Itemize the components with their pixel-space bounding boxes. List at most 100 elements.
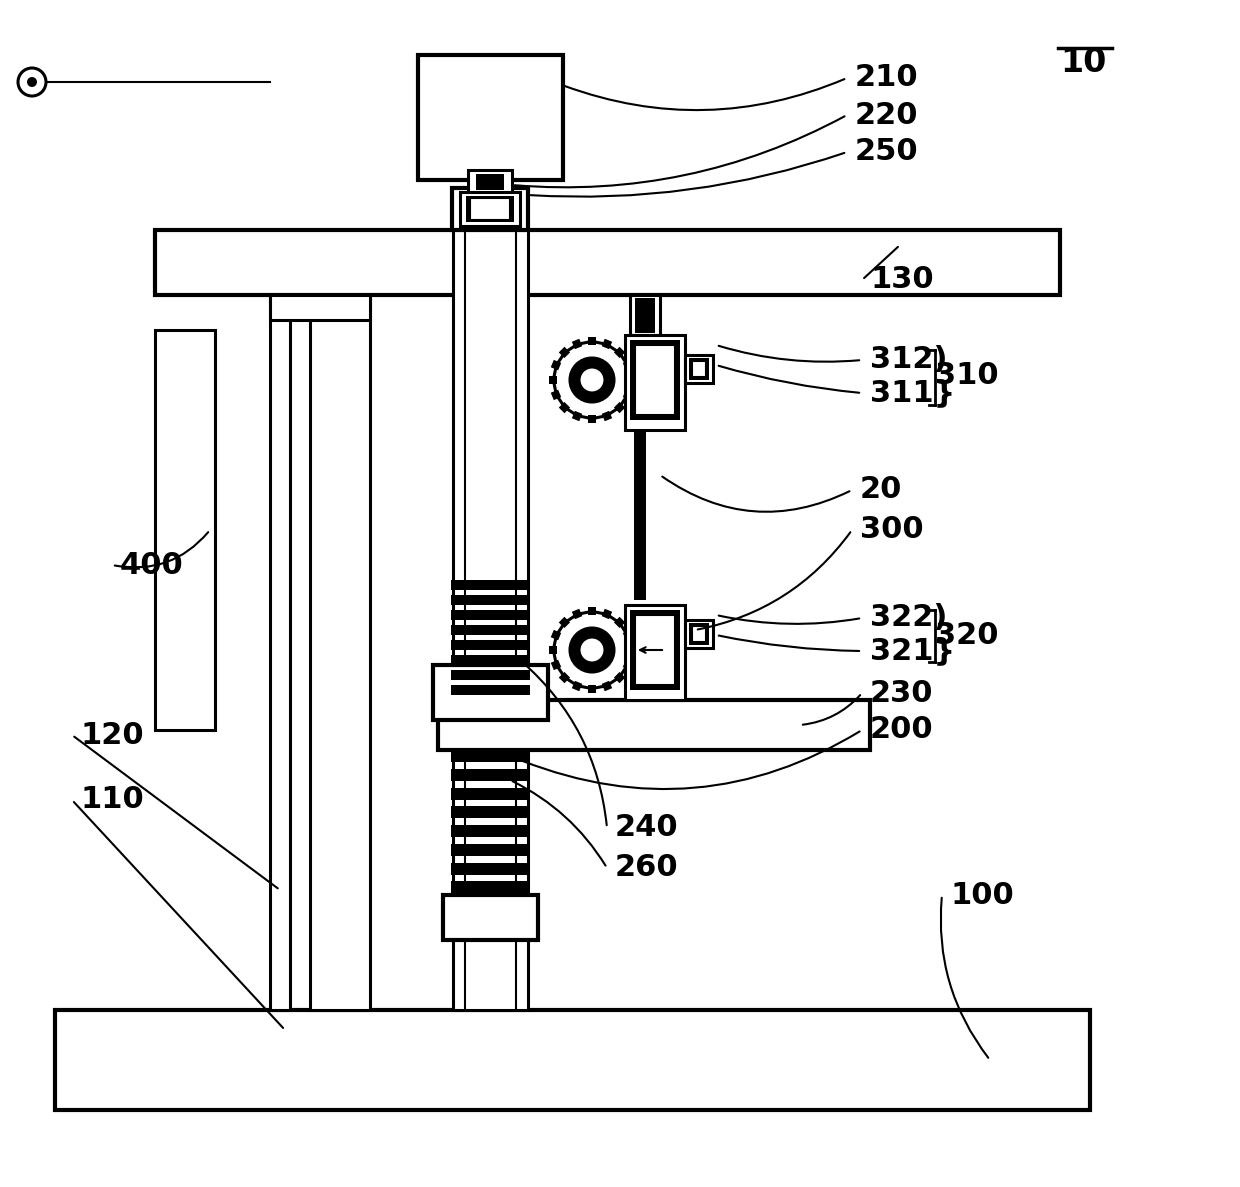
Circle shape xyxy=(19,68,46,96)
Circle shape xyxy=(579,637,605,664)
Text: 200: 200 xyxy=(870,716,934,744)
Bar xyxy=(630,296,660,335)
Bar xyxy=(453,188,528,230)
Bar xyxy=(692,361,706,377)
Bar xyxy=(470,198,510,220)
Bar xyxy=(270,296,370,320)
Bar xyxy=(635,615,675,685)
Circle shape xyxy=(570,628,614,672)
Bar xyxy=(588,337,596,345)
Bar xyxy=(451,750,529,762)
Text: 400: 400 xyxy=(120,551,184,579)
Circle shape xyxy=(570,358,614,402)
Circle shape xyxy=(27,77,37,87)
Bar xyxy=(451,844,529,856)
Text: 230: 230 xyxy=(870,679,934,707)
Bar xyxy=(451,825,529,837)
Text: 260: 260 xyxy=(615,853,678,882)
Text: 322): 322) xyxy=(870,603,947,633)
Bar xyxy=(627,376,635,385)
Bar xyxy=(451,769,529,781)
Text: 220: 220 xyxy=(856,101,919,129)
Bar xyxy=(466,196,515,222)
Bar xyxy=(451,655,529,665)
Bar xyxy=(551,660,562,671)
Circle shape xyxy=(579,367,605,393)
Bar xyxy=(630,339,680,420)
Bar xyxy=(451,580,529,590)
Bar xyxy=(634,430,646,599)
Bar xyxy=(451,610,529,620)
Bar xyxy=(601,609,613,620)
Bar xyxy=(614,617,625,628)
Text: 10: 10 xyxy=(1060,45,1106,78)
Bar xyxy=(451,806,529,819)
Bar xyxy=(692,626,706,642)
Bar xyxy=(551,360,562,370)
Bar xyxy=(622,630,634,640)
Text: 312): 312) xyxy=(870,345,947,375)
Bar xyxy=(635,345,675,415)
Bar xyxy=(451,640,529,649)
Bar xyxy=(451,863,529,875)
Bar xyxy=(588,415,596,423)
Text: 321}: 321} xyxy=(870,636,955,666)
Bar xyxy=(433,665,548,721)
Bar xyxy=(689,358,709,380)
Bar xyxy=(572,338,583,349)
Text: 300: 300 xyxy=(861,515,924,545)
Bar xyxy=(622,360,634,370)
Bar xyxy=(684,620,713,648)
Bar xyxy=(614,402,625,413)
Text: 210: 210 xyxy=(856,63,919,93)
Bar xyxy=(549,376,557,385)
Text: 250: 250 xyxy=(856,138,919,166)
Bar xyxy=(559,617,570,628)
Bar xyxy=(451,787,529,800)
Text: 310: 310 xyxy=(935,362,998,391)
Bar xyxy=(622,660,634,671)
Circle shape xyxy=(554,342,630,418)
Bar xyxy=(588,685,596,693)
Text: 240: 240 xyxy=(615,813,678,843)
Bar xyxy=(625,335,684,430)
Bar xyxy=(451,595,529,604)
Bar xyxy=(559,347,570,358)
Bar xyxy=(472,172,508,192)
Bar xyxy=(438,700,870,750)
Bar xyxy=(451,626,529,635)
Bar xyxy=(443,895,538,940)
Bar xyxy=(155,230,1060,296)
Bar xyxy=(601,681,613,691)
Bar xyxy=(55,1010,1090,1110)
Bar xyxy=(476,174,503,190)
Bar xyxy=(614,347,625,358)
Bar xyxy=(635,298,655,334)
Text: 320: 320 xyxy=(935,621,998,649)
Text: 20: 20 xyxy=(861,476,903,504)
Text: 110: 110 xyxy=(81,786,144,814)
Text: 311}: 311} xyxy=(870,379,955,407)
Bar xyxy=(614,672,625,684)
Bar xyxy=(630,610,680,690)
Bar xyxy=(418,55,563,180)
Bar xyxy=(551,389,562,400)
Text: 100: 100 xyxy=(950,881,1014,909)
Bar xyxy=(467,170,512,193)
Bar xyxy=(451,881,529,894)
Bar xyxy=(627,646,635,654)
Bar xyxy=(559,672,570,684)
Bar xyxy=(549,646,557,654)
Bar xyxy=(453,230,528,1010)
Bar xyxy=(601,411,613,421)
Bar xyxy=(451,669,529,680)
Bar xyxy=(270,296,290,1010)
Text: 120: 120 xyxy=(81,721,144,749)
Bar xyxy=(625,605,684,700)
Bar xyxy=(689,623,709,645)
Bar xyxy=(572,411,583,421)
Bar xyxy=(572,609,583,620)
Bar xyxy=(559,402,570,413)
Bar xyxy=(622,389,634,400)
Circle shape xyxy=(554,612,630,688)
